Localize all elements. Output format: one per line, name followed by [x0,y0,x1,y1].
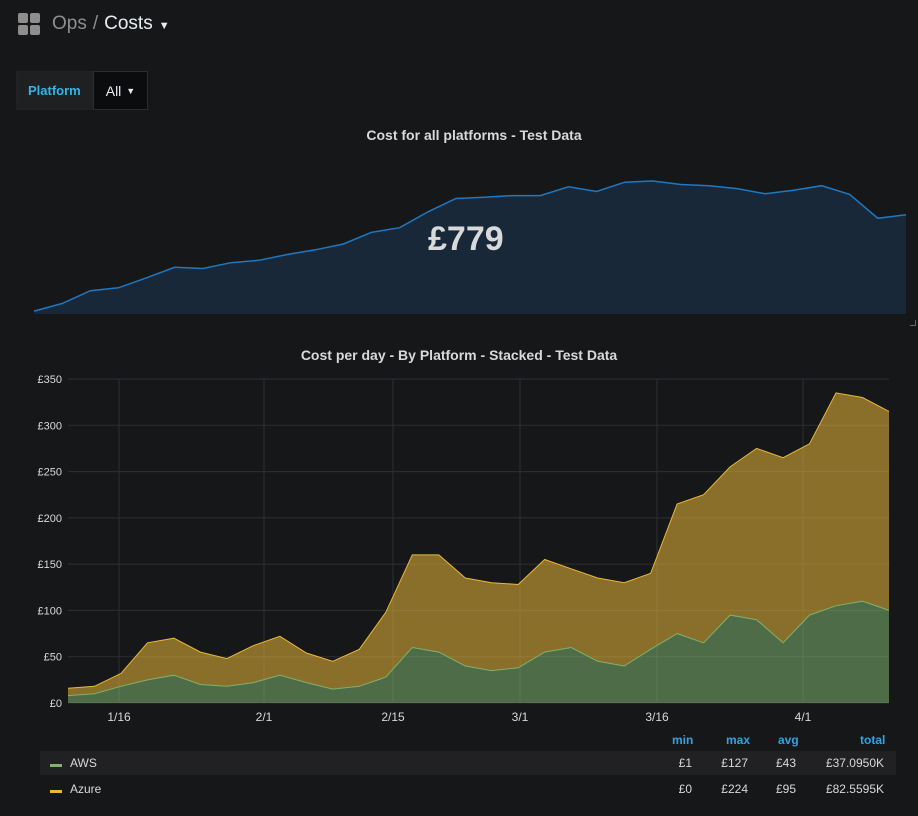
dashboard-nav: Ops / Costs ▼ [18,10,170,38]
series-area-azure [68,392,889,696]
legend-min: £1 [678,756,692,770]
y-tick-label: £200 [38,513,62,525]
template-variable-platform: Platform All ▼ [16,71,149,110]
legend-series-name[interactable]: AWS [70,756,97,770]
resize-handle[interactable] [910,320,916,326]
legend-header-max[interactable]: max [726,733,751,747]
stat-value: £779 [428,220,504,258]
breadcrumb-separator: / [92,13,99,34]
caret-down-icon: ▼ [126,85,136,96]
variable-value: All [105,82,122,99]
legend-avg: £95 [775,782,796,796]
legend-max: £224 [721,782,748,796]
variable-label: Platform [16,71,93,110]
y-tick-label: £250 [38,467,62,479]
breadcrumb-folder[interactable]: Ops [52,13,87,34]
legend-avg: £43 [775,756,796,770]
legend-max: £127 [721,756,748,770]
legend-swatch[interactable] [50,790,62,793]
y-tick-label: £350 [38,374,62,386]
y-tick-label: £100 [38,605,62,617]
x-tick-label: 3/1 [512,710,529,724]
legend-row[interactable]: Azure £0 £224 £95 £82.5595K [40,777,896,801]
legend-series-name[interactable]: Azure [70,782,102,796]
legend-header-min[interactable]: min [672,733,694,747]
y-tick-label: £50 [44,652,62,664]
legend-row[interactable]: AWS £1 £127 £43 £37.0950K [40,751,896,775]
caret-down-icon[interactable]: ▼ [158,20,170,32]
legend-swatch[interactable] [50,764,62,767]
legend-total: £37.0950K [825,756,884,770]
series-line-azure [67,392,890,689]
variable-dropdown[interactable]: All ▼ [92,71,149,110]
dashboard-title[interactable]: Costs [104,13,153,34]
legend-total: £82.5595K [825,782,884,796]
panel-title[interactable]: Cost per day - By Platform - Stacked - T… [300,347,618,363]
legend-header-total[interactable]: total [860,733,886,747]
x-tick-label: 3/16 [645,710,669,724]
y-tick-label: £0 [50,698,62,710]
x-tick-label: 4/1 [795,710,812,724]
x-tick-label: 1/16 [107,710,131,724]
x-tick-label: 2/1 [256,710,273,724]
legend-header-avg[interactable]: avg [778,733,799,747]
dashboards-grid-icon[interactable] [18,13,40,35]
y-tick-label: £150 [38,559,62,571]
legend-min: £0 [678,782,692,796]
y-tick-label: £300 [38,420,62,432]
panel-title[interactable]: Cost for all platforms - Test Data [366,127,582,143]
x-tick-label: 2/15 [381,710,405,724]
series-line-aws [67,600,890,697]
